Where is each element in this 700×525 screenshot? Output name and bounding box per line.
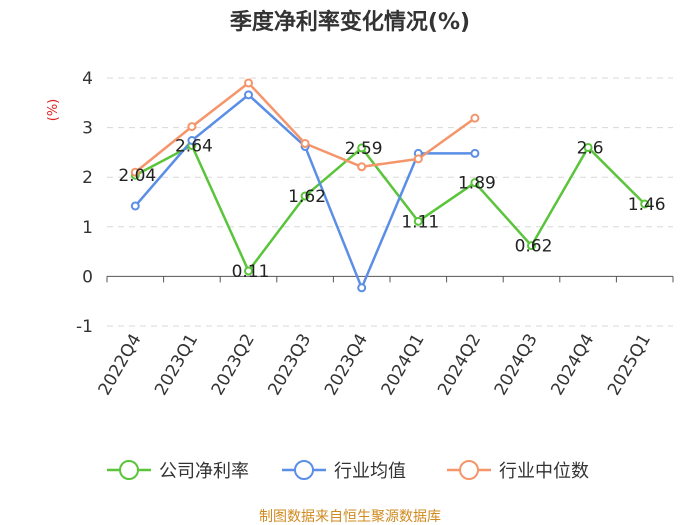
data-point — [357, 143, 367, 153]
x-tick-label: 2023Q4 — [321, 331, 372, 399]
data-point — [244, 266, 253, 276]
grid-lines — [107, 77, 673, 327]
legend: 公司净利率 行业均值 行业中位数 — [107, 460, 589, 482]
data-point — [583, 142, 593, 152]
data-point — [640, 199, 650, 209]
y-tick-label: 1 — [82, 218, 93, 238]
data-point — [187, 122, 197, 132]
data-label: 0.62 — [515, 237, 553, 257]
data-point — [470, 178, 480, 188]
y-axis-unit-label: (%) — [46, 99, 61, 122]
legend-label: 行业均值 — [334, 461, 406, 482]
data-label: 1.11 — [401, 212, 439, 232]
data-point — [357, 162, 367, 172]
legend-marker — [119, 460, 139, 480]
data-point — [130, 167, 140, 177]
legend-label: 公司净利率 — [159, 461, 249, 482]
x-tick-label: 2025Q1 — [604, 331, 655, 399]
source-note: 制图数据来自恒生聚源数据库 — [259, 509, 441, 525]
data-point — [300, 191, 310, 201]
x-tick-label: 2023Q3 — [264, 331, 315, 399]
x-tick-label: 2024Q3 — [491, 331, 542, 399]
data-label: 2.04 — [118, 166, 156, 186]
x-tick-label: 2023Q2 — [208, 331, 259, 399]
x-tick-label: 2022Q4 — [95, 331, 146, 399]
y-tick-label: 3 — [82, 119, 93, 139]
data-label: 0.11 — [232, 262, 270, 282]
series-line — [134, 144, 646, 273]
data-point — [357, 283, 367, 293]
y-tick-label: 4 — [82, 69, 93, 89]
data-label: 2.59 — [345, 139, 383, 159]
data-point — [300, 138, 310, 148]
legend-marker — [459, 460, 479, 480]
data-point — [130, 201, 140, 211]
legend-item[interactable]: 行业均值 — [282, 460, 406, 482]
x-axis-tick-labels: 2022Q4 2023Q1 2023Q2 2023Q3 2023Q4 2024Q1 2024… — [95, 276, 674, 399]
data-label: 1.46 — [628, 195, 666, 215]
data-label: 2.6 — [577, 138, 604, 158]
data-point — [244, 90, 253, 100]
x-tick-label: 2023Q1 — [151, 331, 202, 399]
data-point — [244, 78, 253, 88]
legend-marker — [294, 460, 314, 480]
legend-label: 行业中位数 — [499, 461, 589, 482]
series-lines — [134, 81, 646, 290]
x-tick-label: 2024Q2 — [434, 331, 485, 399]
data-label: 1.62 — [288, 187, 326, 207]
y-tick-label: 0 — [82, 267, 93, 287]
y-tick-label: -1 — [76, 317, 93, 337]
data-point — [470, 113, 480, 123]
legend-item[interactable]: 公司净利率 — [107, 460, 249, 482]
data-point — [413, 154, 423, 164]
data-point — [527, 241, 536, 251]
y-tick-label: 2 — [82, 168, 93, 188]
data-point — [470, 148, 480, 158]
data-label: 2.64 — [175, 136, 213, 156]
data-labels: 2.04 2.64 0.11 1.62 2.59 1.11 1.89 0.62 2.6 1.46 — [118, 136, 665, 281]
y-axis-tick-labels: -1 0 1 2 3 4 — [76, 69, 93, 337]
x-tick-label: 2024Q4 — [547, 331, 598, 399]
legend-item[interactable]: 行业中位数 — [447, 460, 589, 482]
data-label: 1.89 — [458, 174, 496, 194]
x-tick-label: 2024Q1 — [378, 331, 429, 399]
series-points — [130, 78, 650, 293]
data-point — [413, 216, 423, 226]
data-point — [187, 135, 197, 145]
chart-title: 季度净利率变化情况(%) — [230, 9, 470, 35]
